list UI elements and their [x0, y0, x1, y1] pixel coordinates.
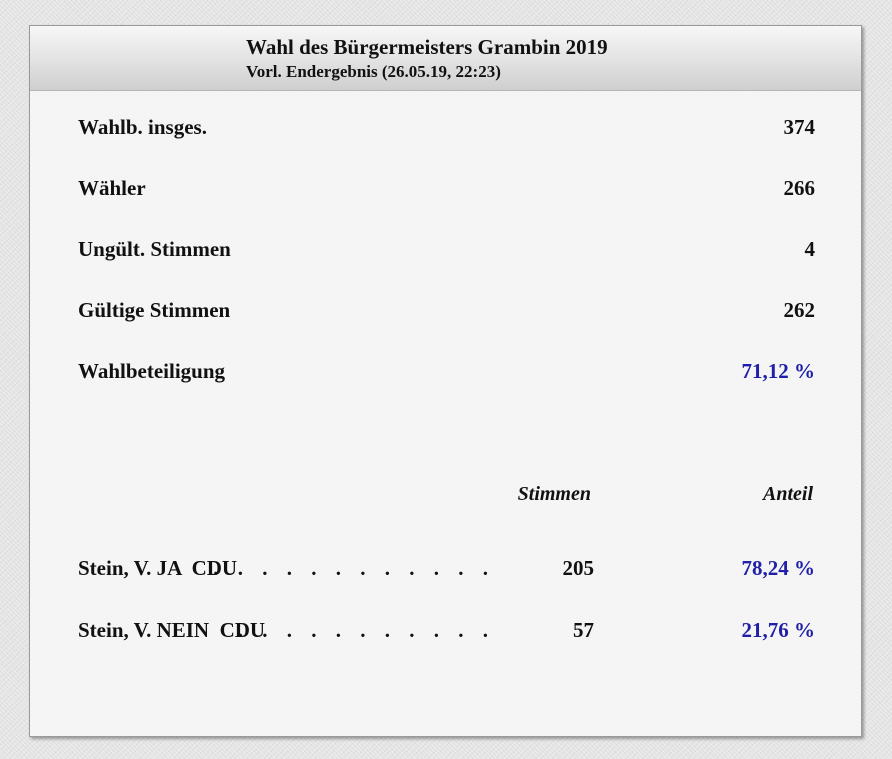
stat-row-invalid-votes: Ungült. Stimmen 4 [78, 237, 815, 263]
stat-value: 4 [804, 237, 816, 261]
candidate-row: Stein, V. NEIN CDU . . . . . . . . . . .… [78, 618, 815, 644]
stat-label: Gültige Stimmen [78, 298, 231, 322]
candidate-row: Stein, V. JA CDU . . . . . . . . . . . .… [78, 556, 815, 582]
stat-value: 374 [783, 115, 816, 139]
stat-row-valid-votes: Gültige Stimmen 262 [78, 298, 815, 324]
stat-label: Wahlbeteiligung [78, 359, 226, 383]
dot-leader: . . . . . . . . . . . . [213, 556, 495, 580]
stat-label: Wahlb. insges. [78, 115, 207, 139]
panel-header: Wahl des Bürgermeisters Grambin 2019 Vor… [30, 26, 861, 91]
stat-label: Ungült. Stimmen [78, 237, 231, 261]
stat-value: 266 [783, 176, 816, 200]
stat-row-voters: Wähler 266 [78, 176, 815, 202]
page-title: Wahl des Bürgermeisters Grambin 2019 [246, 35, 608, 59]
page-subtitle: Vorl. Endergebnis (26.05.19, 22:23) [246, 62, 501, 81]
stat-label: Wähler [78, 176, 146, 200]
candidate-votes: 205 [562, 556, 595, 580]
candidate-name: Stein, V. JA CDU [78, 556, 238, 580]
candidate-share: 21,76 % [741, 618, 816, 642]
stat-value: 262 [783, 298, 816, 322]
stat-row-turnout: Wahlbeteiligung 71,12 % [78, 359, 815, 385]
candidate-share: 78,24 % [741, 556, 816, 580]
candidate-name: Stein, V. NEIN CDU [78, 618, 266, 642]
candidate-votes: 57 [573, 618, 594, 642]
dot-leader: . . . . . . . . . . . [237, 618, 495, 642]
turnout-value: 71,12 % [741, 359, 816, 383]
stat-row-eligible-voters: Wahlb. insges. 374 [78, 115, 815, 141]
column-header-votes: Stimmen [517, 483, 591, 505]
results-panel: Wahl des Bürgermeisters Grambin 2019 Vor… [29, 25, 862, 737]
column-header-share: Anteil [762, 483, 813, 505]
